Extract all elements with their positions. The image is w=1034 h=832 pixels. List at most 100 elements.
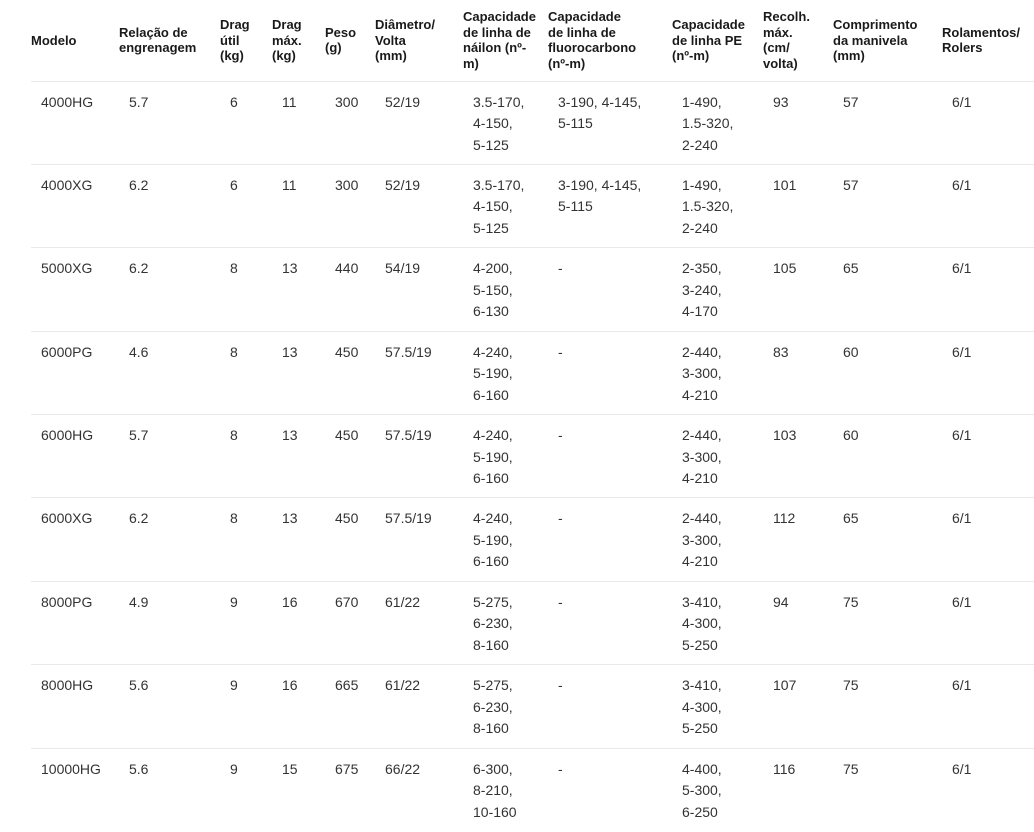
column-header-drag_util: Drag útil (kg) (220, 17, 250, 63)
cell-modelo: 8000PG (31, 580, 119, 665)
cell-comp_manivela: 60 (833, 330, 942, 415)
cell-drag_max: 16 (272, 580, 325, 665)
table-row: 8000PG 4.9 9 16 670 61/22 5-275, 6-230, 8-160-… (31, 580, 1034, 665)
cell-modelo: 6000PG (31, 330, 119, 415)
column-header-gear_ratio: Relação de engrenagem (119, 24, 197, 56)
table-row: 4000XG 6.2 6 11 300 52/19 3.5-170, 4-150, 5-12… (31, 163, 1034, 248)
cell-modelo: 5000XG (31, 247, 119, 332)
cell-rolamentos: 6/1 (942, 80, 1034, 165)
column-header-drag_max: Drag máx. (kg) (272, 17, 302, 63)
cell-drag_max: 16 (272, 664, 325, 749)
cell-drag_util: 6 (220, 80, 272, 165)
cell-recolhimento_max: 83 (763, 330, 833, 415)
cell-drag_max: 13 (272, 414, 325, 498)
cell-diametro_volta: 66/22 (375, 747, 463, 832)
cell-gear_ratio: 4.9 (119, 580, 220, 665)
cell-cap_pe: 1-490, 1.5-320, 2-240 (672, 80, 763, 165)
cell-gear_ratio: 6.2 (119, 163, 220, 248)
cell-recolhimento_max: 112 (763, 497, 833, 582)
table-row: 5000XG 6.2 8 13 440 54/19 4-200, 5-150, 6-130-… (31, 247, 1034, 332)
cell-diametro_volta: 52/19 (375, 163, 463, 248)
cell-recolhimento_max: 116 (763, 747, 833, 832)
cell-cap_pe: 2-440, 3-300, 4-210 (672, 414, 763, 498)
column-header-cap_fluorocarbono: Capacidade de linha de fluorocarbono (nº… (548, 9, 637, 71)
cell-drag_util: 8 (220, 497, 272, 582)
cell-gear_ratio: 6.2 (119, 247, 220, 332)
cell-peso: 300 (325, 163, 375, 248)
cell-peso: 450 (325, 330, 375, 415)
cell-gear_ratio: 6.2 (119, 497, 220, 582)
cell-cap_fluorocarbono: 3-190, 4-145, 5-115 (548, 80, 672, 165)
cell-recolhimento_max: 94 (763, 580, 833, 665)
cell-comp_manivela: 75 (833, 747, 942, 832)
cell-peso: 450 (325, 497, 375, 582)
cell-drag_max: 11 (272, 163, 325, 248)
cell-drag_max: 13 (272, 330, 325, 415)
column-header-modelo: Modelo (31, 32, 77, 48)
cell-rolamentos: 6/1 (942, 664, 1034, 749)
cell-drag_util: 9 (220, 664, 272, 749)
cell-cap_pe: 3-410, 4-300, 5-250 (672, 580, 763, 665)
cell-drag_max: 13 (272, 247, 325, 332)
cell-peso: 675 (325, 747, 375, 832)
cell-cap_fluorocarbono: - (548, 664, 672, 749)
cell-drag_util: 9 (220, 747, 272, 832)
cell-cap_nailon: 5-275, 6-230, 8-160 (463, 580, 548, 665)
cell-cap_fluorocarbono: - (548, 414, 672, 498)
cell-diametro_volta: 57.5/19 (375, 414, 463, 498)
cell-rolamentos: 6/1 (942, 414, 1034, 498)
cell-peso: 300 (325, 80, 375, 165)
cell-cap_fluorocarbono: - (548, 247, 672, 332)
cell-cap_nailon: 6-300, 8-210, 10-160 (463, 747, 548, 832)
cell-modelo: 8000HG (31, 664, 119, 749)
table-row: 8000HG 5.6 9 16 665 61/22 5-275, 6-230, 8-160-… (31, 664, 1034, 749)
cell-modelo: 4000HG (31, 80, 119, 165)
cell-cap_fluorocarbono: - (548, 330, 672, 415)
cell-comp_manivela: 57 (833, 80, 942, 165)
cell-cap_nailon: 3.5-170, 4-150, 5-125 (463, 80, 548, 165)
table-row: 10000HG 5.6 9 15 675 66/22 6-300, 8-210, 10-16… (31, 747, 1034, 832)
cell-peso: 450 (325, 414, 375, 498)
cell-diametro_volta: 57.5/19 (375, 330, 463, 415)
cell-cap_nailon: 4-240, 5-190, 6-160 (463, 497, 548, 582)
spec-table-body: 4000HG 5.7 6 11 300 52/19 3.5-170, 4-150, 5-12… (31, 80, 1034, 832)
cell-drag_max: 11 (272, 80, 325, 165)
cell-diametro_volta: 57.5/19 (375, 497, 463, 582)
cell-comp_manivela: 75 (833, 664, 942, 749)
cell-cap_nailon: 4-200, 5-150, 6-130 (463, 247, 548, 332)
cell-rolamentos: 6/1 (942, 163, 1034, 248)
cell-rolamentos: 6/1 (942, 330, 1034, 415)
column-header-cap_nailon: Capacidade de linha de náilon (nº- m) (463, 9, 536, 71)
cell-modelo: 4000XG (31, 163, 119, 248)
cell-comp_manivela: 60 (833, 414, 942, 498)
cell-comp_manivela: 57 (833, 163, 942, 248)
cell-rolamentos: 6/1 (942, 580, 1034, 665)
cell-peso: 665 (325, 664, 375, 749)
cell-gear_ratio: 4.6 (119, 330, 220, 415)
column-header-cap_pe: Capacidade de linha PE (nº-m) (672, 17, 745, 63)
cell-cap_pe: 3-410, 4-300, 5-250 (672, 664, 763, 749)
cell-rolamentos: 6/1 (942, 247, 1034, 332)
cell-rolamentos: 6/1 (942, 497, 1034, 582)
header-row: Modelo Relação de engrenagem Drag útil (kg… (31, 0, 1034, 81)
cell-recolhimento_max: 93 (763, 80, 833, 165)
cell-cap_fluorocarbono: 3-190, 4-145, 5-115 (548, 163, 672, 248)
table-row: 6000XG 6.2 8 13 450 57.5/19 4-240, 5-190, 6-16… (31, 497, 1034, 582)
cell-cap_fluorocarbono: - (548, 580, 672, 665)
cell-drag_util: 8 (220, 414, 272, 498)
column-header-rolamentos: Rolamentos/ Rolers (942, 24, 1021, 56)
cell-cap_fluorocarbono: - (548, 747, 672, 832)
cell-drag_max: 13 (272, 497, 325, 582)
cell-peso: 670 (325, 580, 375, 665)
cell-modelo: 10000HG (31, 747, 119, 832)
table-row: 6000PG 4.6 8 13 450 57.5/19 4-240, 5-190, 6-16… (31, 330, 1034, 415)
cell-cap_pe: 1-490, 1.5-320, 2-240 (672, 163, 763, 248)
cell-cap_nailon: 5-275, 6-230, 8-160 (463, 664, 548, 749)
cell-comp_manivela: 75 (833, 580, 942, 665)
spec-table: Modelo Relação de engrenagem Drag útil (kg… (31, 0, 1034, 832)
cell-gear_ratio: 5.6 (119, 747, 220, 832)
cell-recolhimento_max: 103 (763, 414, 833, 498)
cell-modelo: 6000XG (31, 497, 119, 582)
cell-drag_max: 15 (272, 747, 325, 832)
cell-diametro_volta: 61/22 (375, 580, 463, 665)
